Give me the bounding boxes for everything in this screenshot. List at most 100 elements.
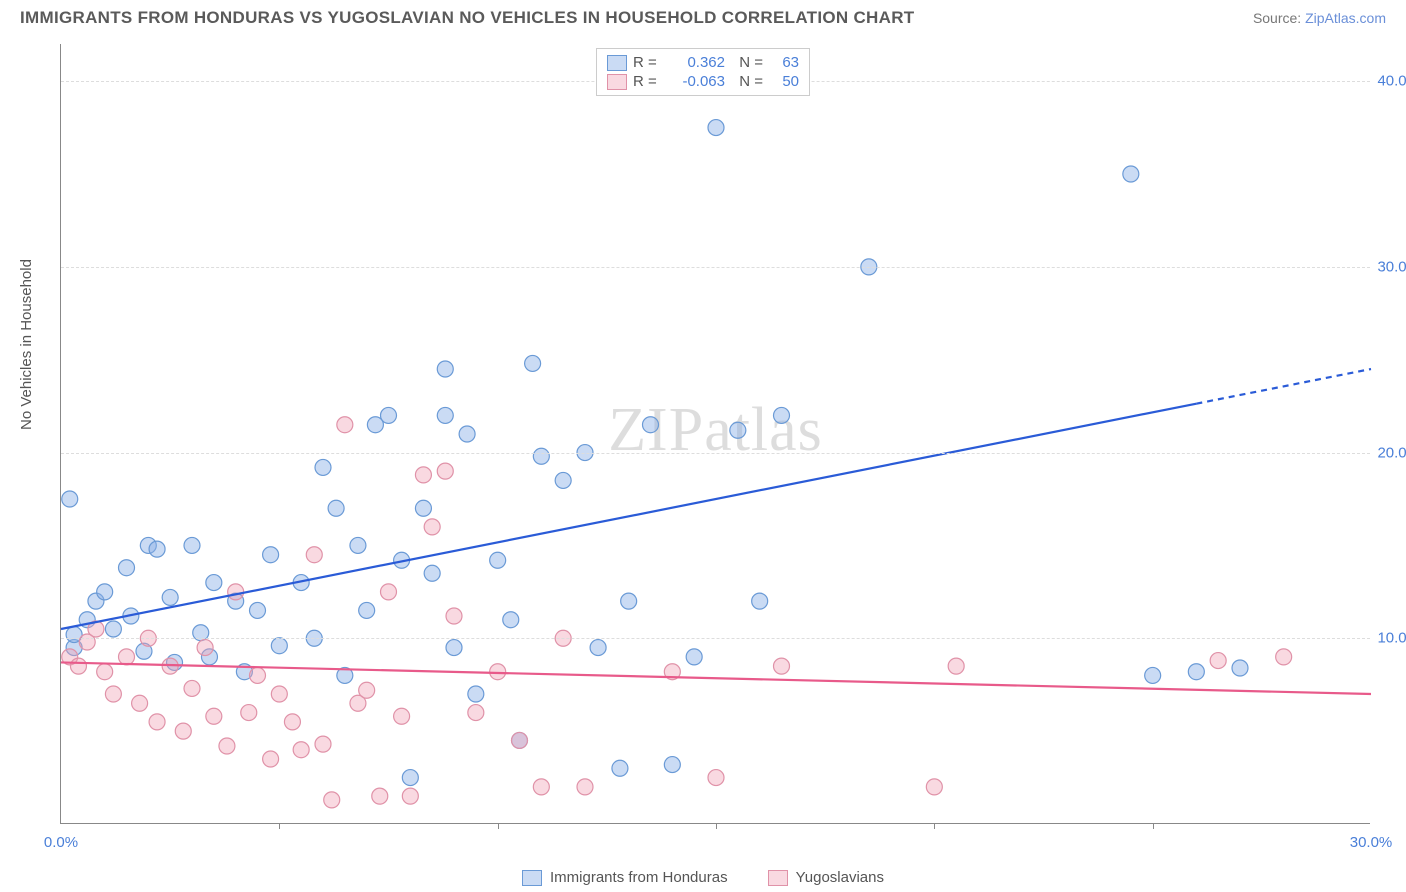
legend-swatch: [768, 870, 788, 886]
data-point: [446, 640, 462, 656]
data-point: [315, 736, 331, 752]
data-point: [105, 621, 121, 637]
data-point: [686, 649, 702, 665]
data-point: [708, 120, 724, 136]
data-point: [359, 682, 375, 698]
x-tick-label: 0.0%: [44, 834, 78, 851]
legend-swatch: [607, 55, 627, 71]
r-value: 0.362: [667, 54, 725, 71]
data-point: [1276, 649, 1292, 665]
data-point: [577, 779, 593, 795]
data-point: [175, 723, 191, 739]
data-point: [149, 714, 165, 730]
correlation-legend: R = 0.362 N = 63 R = -0.063 N = 50: [596, 48, 810, 96]
data-point: [350, 537, 366, 553]
data-point: [590, 640, 606, 656]
data-point: [206, 575, 222, 591]
n-value: 63: [769, 54, 799, 71]
x-minor-tick: [1153, 823, 1154, 829]
data-point: [315, 459, 331, 475]
x-minor-tick: [279, 823, 280, 829]
data-point: [533, 448, 549, 464]
data-point: [328, 500, 344, 516]
n-value: 50: [769, 73, 799, 90]
y-axis-label: No Vehicles in Household: [18, 259, 35, 430]
data-point: [612, 760, 628, 776]
r-label: R =: [633, 54, 661, 71]
data-point: [503, 612, 519, 628]
data-point: [512, 732, 528, 748]
legend-item: Immigrants from Honduras: [522, 869, 728, 886]
data-point: [263, 751, 279, 767]
source-credit: Source: ZipAtlas.com: [1253, 10, 1386, 26]
n-label: N =: [731, 73, 763, 90]
legend-swatch: [522, 870, 542, 886]
data-point: [372, 788, 388, 804]
legend-label: Yugoslavians: [796, 869, 884, 886]
header: IMMIGRANTS FROM HONDURAS VS YUGOSLAVIAN …: [0, 0, 1406, 32]
data-point: [424, 519, 440, 535]
legend-stat-row: R = -0.063 N = 50: [607, 72, 799, 91]
x-minor-tick: [716, 823, 717, 829]
x-minor-tick: [498, 823, 499, 829]
data-point: [533, 779, 549, 795]
legend-swatch: [607, 74, 627, 90]
r-label: R =: [633, 73, 661, 90]
series-legend: Immigrants from Honduras Yugoslavians: [0, 869, 1406, 886]
data-point: [752, 593, 768, 609]
data-point: [70, 658, 86, 674]
chart-title: IMMIGRANTS FROM HONDURAS VS YUGOSLAVIAN …: [20, 8, 914, 28]
data-point: [206, 708, 222, 724]
chart-plot-area: ZIPatlas 10.0%20.0%30.0%40.0%0.0%30.0%: [60, 44, 1370, 824]
data-point: [197, 640, 213, 656]
data-point: [525, 355, 541, 371]
data-point: [490, 552, 506, 568]
data-point: [468, 705, 484, 721]
regression-line-dashed: [1196, 369, 1371, 404]
r-value: -0.063: [667, 73, 725, 90]
data-point: [228, 584, 244, 600]
legend-label: Immigrants from Honduras: [550, 869, 728, 886]
data-point: [490, 664, 506, 680]
data-point: [149, 541, 165, 557]
data-point: [219, 738, 235, 754]
data-point: [664, 757, 680, 773]
data-point: [381, 584, 397, 600]
legend-stat-row: R = 0.362 N = 63: [607, 53, 799, 72]
data-point: [359, 602, 375, 618]
data-point: [263, 547, 279, 563]
data-point: [271, 638, 287, 654]
data-point: [337, 417, 353, 433]
data-point: [1145, 667, 1161, 683]
data-point: [293, 742, 309, 758]
data-point: [184, 537, 200, 553]
data-point: [643, 417, 659, 433]
data-point: [271, 686, 287, 702]
x-minor-tick: [934, 823, 935, 829]
data-point: [459, 426, 475, 442]
data-point: [132, 695, 148, 711]
data-point: [250, 667, 266, 683]
y-tick-label: 20.0%: [1377, 444, 1406, 461]
data-point: [468, 686, 484, 702]
data-point: [926, 779, 942, 795]
data-point: [162, 589, 178, 605]
data-point: [284, 714, 300, 730]
data-point: [424, 565, 440, 581]
data-point: [105, 686, 121, 702]
n-label: N =: [731, 54, 763, 71]
data-point: [184, 680, 200, 696]
data-point: [394, 708, 410, 724]
data-point: [948, 658, 964, 674]
legend-item: Yugoslavians: [768, 869, 884, 886]
data-point: [437, 361, 453, 377]
data-point: [402, 788, 418, 804]
y-tick-label: 30.0%: [1377, 258, 1406, 275]
data-point: [306, 547, 322, 563]
data-point: [97, 664, 113, 680]
data-point: [437, 407, 453, 423]
data-point: [119, 560, 135, 576]
data-point: [708, 770, 724, 786]
data-point: [730, 422, 746, 438]
source-link[interactable]: ZipAtlas.com: [1305, 10, 1386, 26]
